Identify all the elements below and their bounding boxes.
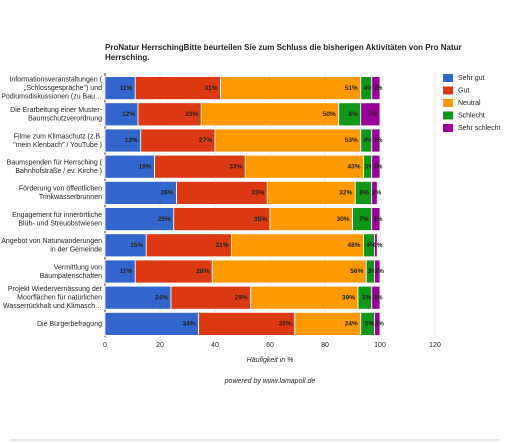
value-label: 11% — [120, 268, 133, 275]
legend-swatch — [443, 124, 453, 132]
value-label: 13% — [125, 137, 138, 144]
value-label: 29% — [235, 294, 248, 301]
value-label: 31% — [215, 242, 228, 249]
bar-segment — [374, 259, 381, 284]
bar-segment — [360, 102, 381, 127]
value-label: 43% — [347, 163, 360, 170]
value-label: 33% — [229, 163, 242, 170]
value-label: 7% — [359, 216, 369, 223]
value-label: 4% — [364, 137, 374, 144]
value-label: 53% — [345, 137, 358, 144]
category-label: Baumspenden für Herrsching (Bahnhofstraß… — [7, 159, 103, 175]
legend-label: Gut — [458, 87, 469, 94]
value-label: 3% — [368, 268, 378, 275]
value-label: 23% — [185, 111, 198, 118]
x-tick-label: 0 — [103, 342, 107, 349]
value-label: 6% — [359, 190, 369, 197]
legend-swatch — [443, 99, 453, 107]
value-label: 26% — [160, 190, 173, 197]
bar-segment — [374, 233, 378, 258]
value-label: 5% — [365, 321, 375, 328]
value-label: 35% — [254, 216, 267, 223]
x-tick-label: 80 — [321, 342, 329, 349]
value-label: 4% — [366, 242, 376, 249]
value-label: 7% — [368, 111, 378, 118]
value-label: 25% — [158, 216, 171, 223]
category-label: Die Erarbeitung einer Muster-Baumschutzv… — [10, 107, 102, 123]
bar-segment — [371, 128, 381, 153]
value-label: 3% — [373, 216, 383, 223]
bar-segment — [371, 76, 381, 100]
legend-swatch — [443, 74, 453, 82]
chart-title: ProNatur HerrschingBitte beurteilen Sie … — [105, 43, 462, 62]
legend-swatch — [443, 111, 453, 120]
value-label: 28% — [196, 268, 209, 275]
value-label: 3% — [365, 163, 375, 170]
x-tick-label: 60 — [266, 342, 274, 349]
x-tick-label: 40 — [211, 342, 219, 349]
bar-segment — [371, 207, 381, 232]
value-label: 32% — [339, 190, 352, 197]
value-label: 4% — [364, 85, 374, 92]
footer: powered by www.lamapoll.de — [224, 378, 316, 385]
value-label: 18% — [138, 163, 151, 170]
category-label: Vermittlung von Baumpatenschaften — [40, 264, 102, 280]
value-label: 3% — [373, 294, 383, 301]
value-label: 3% — [373, 85, 383, 92]
value-label: 24% — [155, 294, 168, 301]
value-label: 2% — [375, 268, 385, 275]
bar-segment — [220, 76, 362, 100]
category-label: Angebot von Naturwanderungen in der Gemei… — [1, 238, 102, 254]
value-label: 2% — [372, 190, 382, 197]
value-label: 15% — [130, 242, 143, 249]
category-label: Informationsveranstaltungen („Schlossges… — [1, 76, 102, 100]
bar-segment — [374, 311, 381, 336]
value-label: 5% — [362, 294, 372, 301]
value-label: 24% — [345, 321, 358, 328]
value-label: 39% — [342, 294, 355, 301]
legend-label: Neutral — [458, 100, 481, 107]
bar-segment — [214, 128, 362, 153]
bar-segment — [371, 154, 381, 179]
value-label: 1% — [373, 242, 383, 249]
category-label: Die Bürgerbefragung — [37, 321, 102, 328]
bar-segment — [231, 233, 364, 258]
bar-segment — [371, 285, 381, 310]
bar-segment — [211, 259, 367, 284]
value-label: 11% — [120, 85, 133, 92]
value-label: 3% — [373, 163, 383, 170]
value-label: 27% — [199, 137, 212, 144]
bar-segment — [200, 102, 340, 127]
value-label: 12% — [122, 111, 135, 118]
legend-label: Sehr schlecht — [458, 125, 500, 132]
category-label: Engagement für innerörtliche Blüh- und St… — [12, 212, 102, 228]
value-label: 30% — [336, 216, 349, 223]
category-label: Filme zum Klimaschutz (z.B. "mein Klenbac… — [13, 133, 102, 149]
value-label: 48% — [347, 242, 360, 249]
x-tick-label: 120 — [429, 342, 441, 349]
legend-label: Sehr gut — [458, 75, 485, 82]
value-label: 33% — [251, 190, 264, 197]
x-tick-label: 100 — [374, 342, 386, 349]
x-tick-label: 20 — [156, 342, 164, 349]
value-label: 8% — [348, 111, 358, 118]
legend-label: Schlecht — [458, 112, 485, 119]
value-label: 51% — [345, 85, 358, 92]
value-label: 56% — [350, 268, 363, 275]
bar-segment — [244, 154, 364, 179]
category-label: Projekt Wiedervernässung der Moorflächen … — [3, 286, 103, 310]
x-axis-label: Häufigkeit in % — [247, 357, 294, 364]
value-label: 35% — [279, 321, 292, 328]
category-label: Förderung von öffentlichen Trinkwasserbru… — [19, 185, 102, 201]
value-label: 2% — [375, 321, 385, 328]
value-label: 31% — [204, 85, 217, 92]
bar-segment — [371, 180, 378, 205]
legend-swatch — [443, 86, 453, 95]
value-label: 34% — [182, 321, 195, 328]
value-label: 50% — [323, 111, 336, 118]
value-label: 3% — [373, 137, 383, 144]
